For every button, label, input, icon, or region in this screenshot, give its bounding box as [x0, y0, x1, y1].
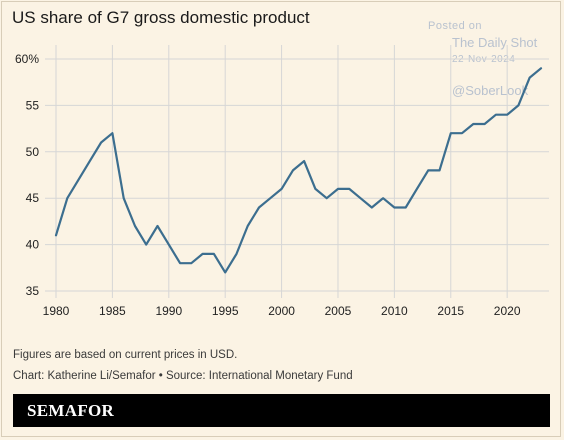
x-tick-label: 2015 [437, 304, 464, 318]
watermark-site: The Daily Shot [452, 35, 538, 50]
y-tick-label: 40 [26, 238, 40, 252]
x-tick-label: 1980 [43, 304, 70, 318]
x-tick-label: 1990 [155, 304, 182, 318]
x-tick-label: 1995 [212, 304, 239, 318]
watermark-posted-on: Posted on [428, 20, 483, 32]
series-line [54, 67, 543, 274]
y-tick-label: 55 [26, 98, 40, 112]
brand-logo: SEMAFOR [27, 401, 115, 420]
x-tick-label: 1985 [99, 304, 126, 318]
chart-title: US share of G7 gross domestic product [12, 8, 310, 27]
footer-bar: SEMAFOR [13, 394, 550, 427]
watermark-handle: @SoberLook [452, 83, 529, 98]
y-tick-label: 60% [15, 52, 39, 66]
x-tick-label: 2020 [494, 304, 521, 318]
x-tick-label: 2005 [325, 304, 352, 318]
y-tick-label: 35 [26, 284, 40, 298]
prices-note: Figures are based on current prices in U… [13, 349, 238, 361]
y-tick-label: 45 [26, 191, 40, 205]
x-tick-label: 2000 [268, 304, 295, 318]
credit-note: Chart: Katherine Li/Semafor • Source: In… [13, 370, 353, 382]
y-tick-label: 50 [26, 145, 40, 159]
x-tick-label: 2010 [381, 304, 408, 318]
